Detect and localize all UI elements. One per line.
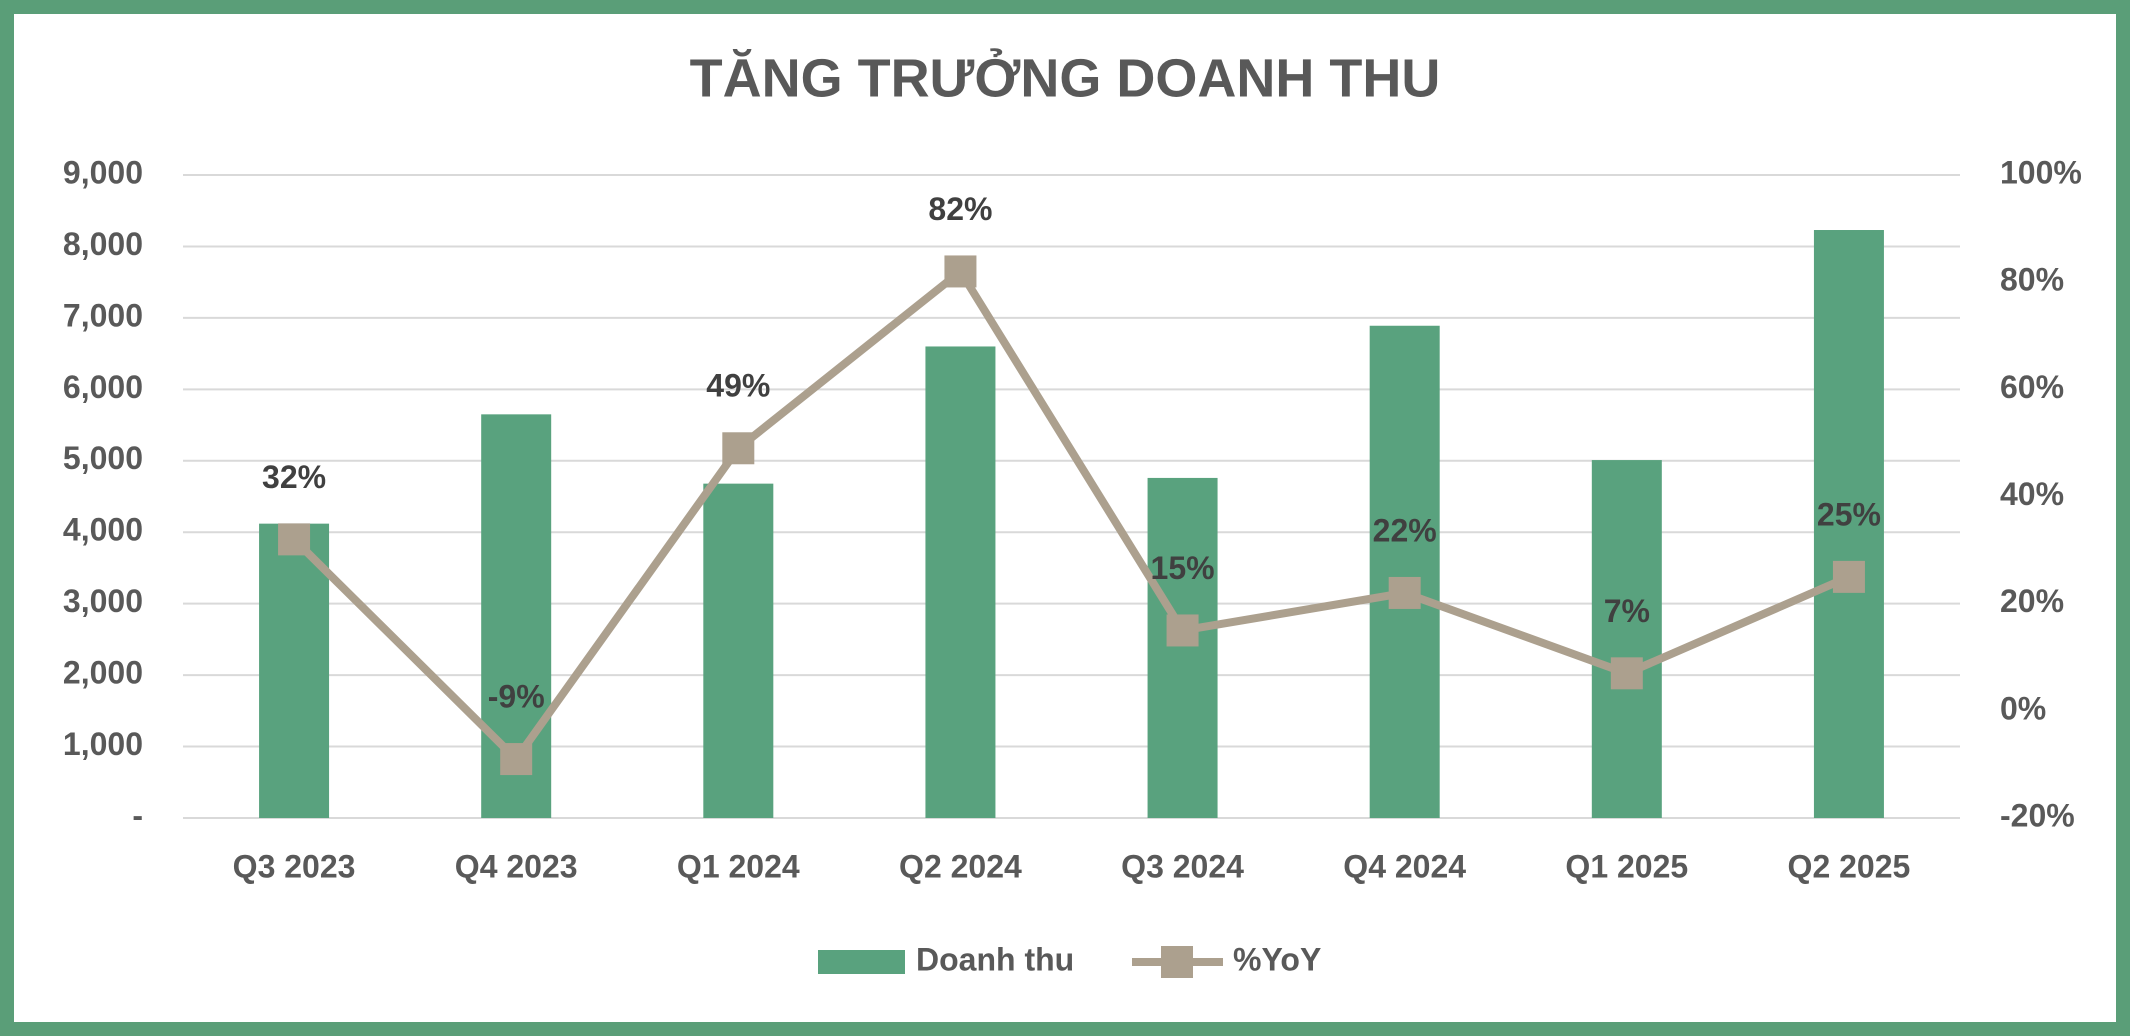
data-label: 25%: [1817, 496, 1881, 532]
line-marker: [1610, 657, 1643, 690]
x-tick-label: Q4 2024: [1343, 848, 1466, 884]
data-label: 49%: [706, 368, 770, 404]
data-label: 15%: [1151, 550, 1215, 586]
line-marker: [722, 432, 755, 465]
legend-swatch: [1161, 946, 1193, 978]
x-tick-label: Q1 2024: [677, 848, 800, 884]
x-tick-label: Q3 2023: [233, 848, 356, 884]
bar: [1147, 477, 1218, 818]
bar: [259, 523, 330, 818]
y-tick-label: 9,000: [63, 154, 143, 190]
line-marker: [1166, 614, 1199, 647]
y2-tick-label: 20%: [2000, 583, 2064, 619]
data-label: 82%: [928, 191, 992, 227]
x-tick-label: Q2 2025: [1788, 848, 1911, 884]
y-tick-label: 3,000: [63, 583, 143, 619]
bar: [1813, 230, 1884, 819]
line-marker: [1388, 576, 1421, 609]
y-tick-label: 7,000: [63, 297, 143, 333]
x-tick-label: Q3 2024: [1121, 848, 1244, 884]
y2-tick-label: 60%: [2000, 369, 2064, 405]
line-marker: [1832, 560, 1865, 593]
y-tick-label: 8,000: [63, 226, 143, 262]
y2-tick-label: -20%: [2000, 797, 2075, 833]
line-marker: [500, 743, 533, 776]
legend-label: Doanh thu: [916, 941, 1074, 977]
legend-swatch: [818, 950, 905, 974]
data-label: 32%: [262, 459, 326, 495]
x-tick-label: Q4 2023: [455, 848, 578, 884]
line: [291, 267, 1851, 764]
y2-tick-label: 0%: [2000, 690, 2046, 726]
x-tick-label: Q1 2025: [1565, 848, 1688, 884]
y2-tick-label: 40%: [2000, 476, 2064, 512]
y2-tick-label: 100%: [2000, 154, 2082, 190]
chart-title: TĂNG TRƯỞNG DOANH THU: [690, 48, 1441, 108]
data-label: 22%: [1373, 512, 1437, 548]
y-tick-label: 2,000: [63, 655, 143, 691]
y-tick-label: -: [132, 797, 143, 833]
legend-label: %YoY: [1233, 941, 1321, 977]
bar: [925, 346, 996, 818]
line-marker: [278, 523, 311, 556]
y-tick-label: 5,000: [63, 440, 143, 476]
x-tick-label: Q2 2024: [899, 848, 1022, 884]
line-marker: [944, 255, 977, 288]
data-label: 7%: [1604, 593, 1650, 629]
y-tick-label: 4,000: [63, 512, 143, 548]
bar: [703, 483, 774, 818]
bar: [1369, 325, 1440, 818]
y-tick-label: 6,000: [63, 369, 143, 405]
y2-tick-label: 80%: [2000, 262, 2064, 298]
bar: [1591, 460, 1662, 818]
data-label: -9%: [488, 679, 545, 715]
y-tick-label: 1,000: [63, 726, 143, 762]
